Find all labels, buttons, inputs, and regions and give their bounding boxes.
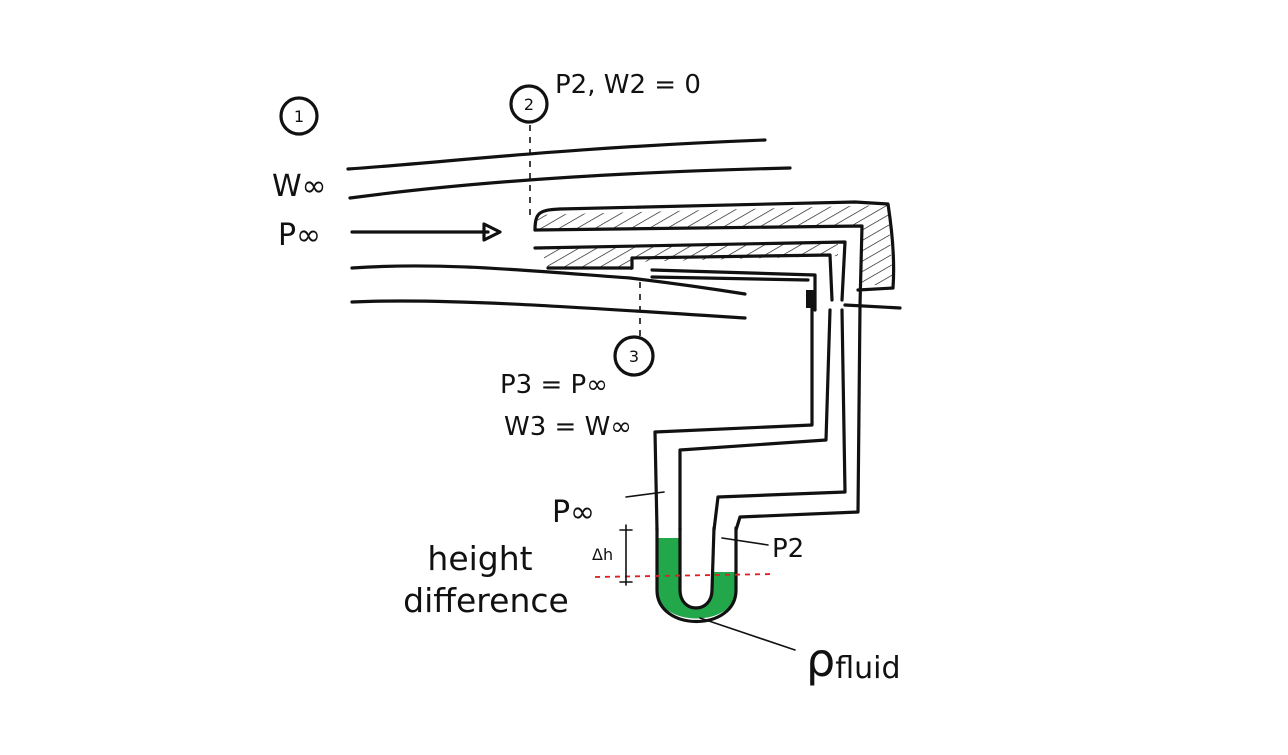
pressure-lines — [653, 303, 862, 532]
station-3-circle — [613, 335, 655, 377]
height-difference-label-line1: height — [427, 539, 532, 578]
p3-label: P3 = P∞ — [500, 370, 608, 400]
streamline — [350, 299, 747, 320]
p2-w2-label: P2, W2 = 0 — [555, 70, 701, 100]
rho-subscript: fluid — [835, 651, 900, 686]
static-tap-wall — [546, 253, 834, 302]
station-3-label: 3 — [629, 347, 639, 366]
station-3-marker: 3 — [613, 335, 655, 377]
rho-fluid-label: ρfluid — [806, 633, 901, 687]
dh-label: Δh — [592, 545, 613, 564]
p-inf-left-label: P∞ — [278, 218, 321, 253]
manometer-inner-wall — [678, 526, 716, 610]
manometer-fluid — [657, 538, 736, 619]
station-1-marker: 1 — [279, 96, 319, 136]
pitot-tube-body — [533, 200, 902, 312]
station-2-label: 2 — [524, 95, 534, 114]
static-channel-plug — [806, 290, 815, 308]
height-difference-marker — [619, 524, 633, 586]
tube-inner-wall — [533, 240, 847, 302]
total-pressure-line-inner — [712, 308, 847, 532]
station-2-circle — [509, 84, 549, 124]
w-inf-label: W∞ — [272, 169, 327, 204]
rho-symbol: ρ — [806, 633, 835, 687]
p2-tube-pointer — [721, 537, 769, 546]
fluid-pointer-line — [699, 617, 796, 651]
station-1-circle — [279, 96, 319, 136]
tube-inner-top-wall — [533, 224, 864, 307]
static-pressure-line-outer — [653, 303, 814, 532]
tube-outer-wall-hatch — [535, 205, 893, 285]
streamline — [348, 166, 792, 200]
reference-line — [594, 573, 776, 578]
tube-cap-end — [843, 303, 902, 310]
static-pressure-line-inner — [678, 308, 832, 532]
w3-label: W3 = W∞ — [504, 412, 632, 442]
tube-outer-wall — [533, 200, 896, 292]
manometer-outer-wall — [655, 526, 738, 623]
p-inf-tube-label: P∞ — [552, 495, 595, 530]
station-1-label: 1 — [294, 107, 304, 126]
station-2-marker: 2 — [509, 84, 549, 124]
manometer — [594, 526, 796, 651]
height-difference-label-line2: difference — [403, 581, 569, 620]
static-channel-wall-2 — [650, 275, 810, 282]
streamlines — [346, 138, 792, 320]
p2-tube-label: P2 — [772, 534, 804, 564]
p-inf-tube-pointer — [625, 491, 665, 498]
flow-arrow-icon — [482, 222, 502, 242]
total-pressure-line-outer — [734, 303, 862, 532]
streamline — [350, 264, 747, 296]
streamline — [346, 138, 767, 171]
